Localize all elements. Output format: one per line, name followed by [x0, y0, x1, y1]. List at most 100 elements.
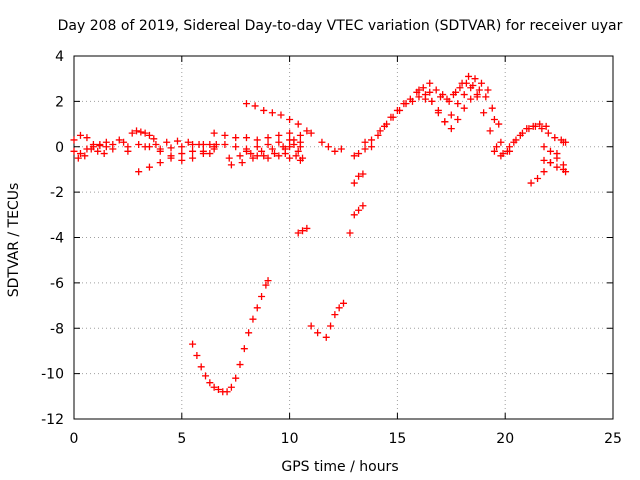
series-arc-32: [540, 143, 570, 176]
series-arc-21: [318, 138, 345, 155]
data-point: [251, 102, 259, 110]
chart-title: Day 208 of 2019, Sidereal Day-to-day VTE…: [58, 18, 623, 34]
data-point: [232, 374, 240, 382]
data-point: [232, 143, 240, 151]
data-point: [253, 143, 261, 151]
data-point: [303, 127, 311, 135]
data-point: [210, 383, 218, 391]
data-point: [314, 329, 322, 337]
x-tick-label: 10: [281, 431, 299, 447]
data-point: [120, 138, 128, 146]
data-point: [318, 138, 326, 146]
data-point: [100, 150, 108, 158]
data-point: [324, 143, 332, 151]
series-arc-10: [210, 129, 304, 144]
series-arc-20: [322, 299, 347, 341]
x-tick-label: 0: [70, 431, 79, 447]
data-point: [462, 79, 470, 87]
data-point: [221, 131, 229, 139]
y-tick-label: -6: [50, 276, 64, 292]
data-point: [242, 147, 250, 155]
data-point: [247, 150, 255, 158]
data-point: [434, 109, 442, 117]
data-point: [506, 143, 514, 151]
data-point: [156, 159, 164, 167]
series-arc-5: [128, 127, 158, 143]
data-point: [249, 154, 257, 162]
data-point: [258, 147, 266, 155]
data-point: [260, 152, 268, 160]
data-point: [83, 134, 91, 142]
data-point: [141, 129, 149, 137]
data-point: [133, 127, 141, 135]
data-point: [167, 144, 175, 152]
data-point: [419, 84, 427, 92]
data-point: [173, 137, 181, 145]
data-point: [546, 147, 554, 155]
data-point: [290, 136, 298, 144]
data-point: [475, 86, 483, 94]
data-point: [236, 361, 244, 369]
data-point: [355, 206, 363, 214]
data-point: [542, 122, 550, 130]
tick-layer: [73, 55, 614, 420]
data-point: [447, 125, 455, 133]
data-point: [199, 150, 207, 158]
data-point: [294, 147, 302, 155]
data-point: [480, 109, 488, 117]
data-point: [493, 143, 501, 151]
series-arc-2: [70, 140, 117, 158]
data-point: [240, 345, 248, 353]
data-point: [275, 152, 283, 160]
data-point: [262, 281, 270, 289]
data-point: [195, 140, 203, 148]
data-point: [135, 168, 143, 176]
data-point: [350, 152, 358, 160]
data-point: [268, 145, 276, 153]
data-point: [206, 140, 214, 148]
data-point: [214, 386, 222, 394]
data-point: [268, 109, 276, 117]
data-point: [456, 84, 464, 92]
data-point: [559, 165, 567, 173]
x-tick-label: 20: [496, 431, 514, 447]
data-point: [296, 131, 304, 139]
data-point: [227, 161, 235, 169]
tick-label-layer: 0 5 10 15 20 25 -12 -10 -8 -6 -4 -2 0 2 4: [41, 49, 622, 447]
data-point: [178, 143, 186, 151]
data-point: [482, 93, 490, 101]
series-arc-31: [506, 122, 570, 151]
data-point: [260, 106, 268, 114]
data-point: [245, 329, 253, 337]
points-layer: [70, 72, 570, 396]
data-point: [286, 154, 294, 162]
data-point: [163, 138, 171, 146]
series-arc-34: [540, 156, 567, 173]
data-point: [518, 129, 526, 137]
data-point: [460, 91, 468, 99]
data-point: [350, 179, 358, 187]
data-point: [559, 138, 567, 146]
data-point: [460, 104, 468, 112]
data-point: [167, 152, 175, 160]
series-arc-24: [350, 143, 376, 160]
series-arc-11: [221, 136, 304, 153]
data-point: [327, 322, 335, 330]
data-point: [87, 145, 95, 153]
data-point: [264, 140, 272, 148]
data-point: [286, 143, 294, 151]
data-point: [449, 91, 457, 99]
data-point: [465, 72, 473, 80]
data-point: [368, 143, 376, 151]
data-point: [303, 224, 311, 232]
data-point: [486, 127, 494, 135]
data-point: [477, 79, 485, 87]
y-tick-label: -12: [41, 412, 64, 428]
data-point: [534, 175, 542, 183]
data-point: [281, 145, 289, 153]
series-arc-9: [156, 145, 218, 164]
series-arc-14: [242, 147, 304, 164]
data-point: [227, 383, 235, 391]
data-point: [490, 116, 498, 124]
